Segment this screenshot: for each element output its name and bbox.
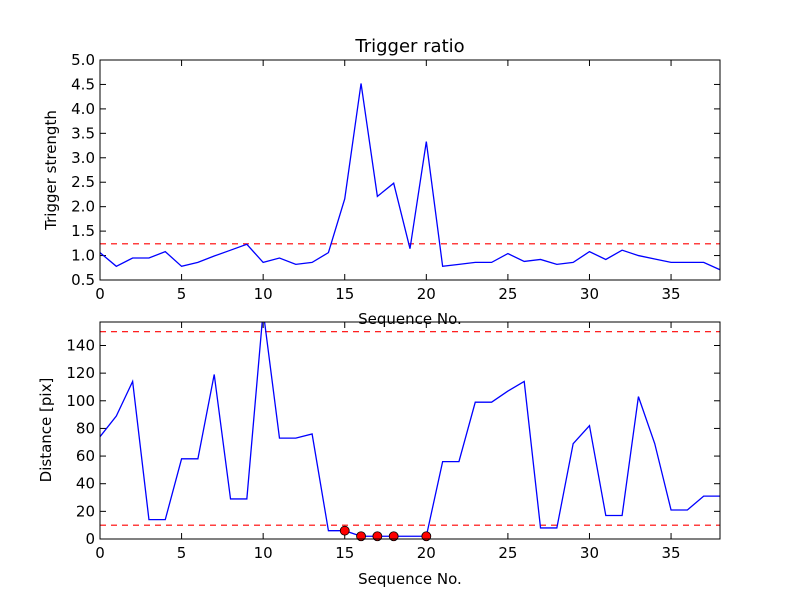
x-tick-label: 20 bbox=[417, 544, 436, 562]
y-tick-label: 20 bbox=[76, 502, 95, 520]
x-tick-label: 15 bbox=[335, 544, 354, 562]
highlight-point bbox=[421, 531, 432, 542]
x-tick-label: 10 bbox=[254, 544, 273, 562]
x-tick-label: 35 bbox=[662, 544, 681, 562]
data-series bbox=[100, 322, 720, 537]
x-tick-label: 25 bbox=[498, 544, 517, 562]
y-tick-label: 2.0 bbox=[71, 198, 95, 216]
x-axis-label: Sequence No. bbox=[358, 570, 462, 588]
y-tick-label: 140 bbox=[66, 336, 95, 354]
axis-ticks: 0 5 10 15 20 25 30 35 0.5 1.0 1.5 2.0 2.5 3.0 3.5 4.0 4.… bbox=[71, 51, 720, 303]
x-tick-label: 20 bbox=[417, 285, 436, 303]
x-tick-label: 35 bbox=[662, 285, 681, 303]
plot-frame bbox=[99, 59, 721, 281]
x-tick-label: 0 bbox=[95, 285, 105, 303]
y-tick-label: 2.5 bbox=[71, 173, 95, 191]
axis-ticks: 0 5 10 15 20 25 30 35 0 20 40 60 80 100 120 140 bbox=[66, 322, 720, 562]
x-tick-label: 15 bbox=[335, 285, 354, 303]
x-tick-label: 30 bbox=[580, 285, 599, 303]
series-line bbox=[100, 322, 720, 537]
y-tick-label: 40 bbox=[76, 475, 95, 493]
y-axis-label: Trigger strength bbox=[42, 110, 60, 231]
y-tick-label: 0 bbox=[85, 530, 95, 548]
highlight-point bbox=[356, 531, 366, 542]
data-series bbox=[100, 83, 720, 271]
y-tick-label: 4.5 bbox=[71, 75, 95, 93]
x-tick-label: 10 bbox=[254, 285, 273, 303]
y-tick-label: 3.0 bbox=[71, 149, 95, 167]
y-tick-label: 60 bbox=[76, 447, 95, 465]
plot-frame bbox=[99, 321, 721, 540]
y-tick-label: 5.0 bbox=[71, 51, 95, 69]
y-tick-label: 1.5 bbox=[71, 222, 95, 240]
y-tick-label: 3.5 bbox=[71, 124, 95, 142]
highlight-point bbox=[339, 525, 350, 536]
trigger-ratio-panel: Trigger ratio Trigger strength Sequence … bbox=[42, 36, 721, 328]
distance-panel: Distance [pix] Sequence No. 0 5 10 15 20 25 30… bbox=[37, 321, 721, 588]
x-tick-label: 0 bbox=[95, 544, 105, 562]
y-tick-label: 80 bbox=[76, 419, 95, 437]
highlight-point bbox=[372, 531, 383, 542]
highlight-markers bbox=[339, 525, 432, 542]
chart-title: Trigger ratio bbox=[354, 36, 464, 57]
highlight-point bbox=[388, 531, 399, 542]
x-tick-label: 5 bbox=[177, 544, 187, 562]
x-axis-label: Sequence No. bbox=[358, 310, 462, 328]
x-tick-label: 30 bbox=[580, 544, 599, 562]
y-tick-label: 4.0 bbox=[71, 100, 95, 118]
series-line bbox=[100, 83, 720, 271]
y-tick-label: 100 bbox=[66, 392, 95, 410]
x-tick-label: 25 bbox=[498, 285, 517, 303]
y-axis-label: Distance [pix] bbox=[37, 378, 55, 483]
y-tick-label: 120 bbox=[66, 364, 95, 382]
x-tick-label: 5 bbox=[177, 285, 187, 303]
y-tick-label: 0.5 bbox=[71, 271, 95, 289]
threshold-lines bbox=[100, 331, 720, 526]
y-tick-label: 1.0 bbox=[71, 247, 95, 265]
